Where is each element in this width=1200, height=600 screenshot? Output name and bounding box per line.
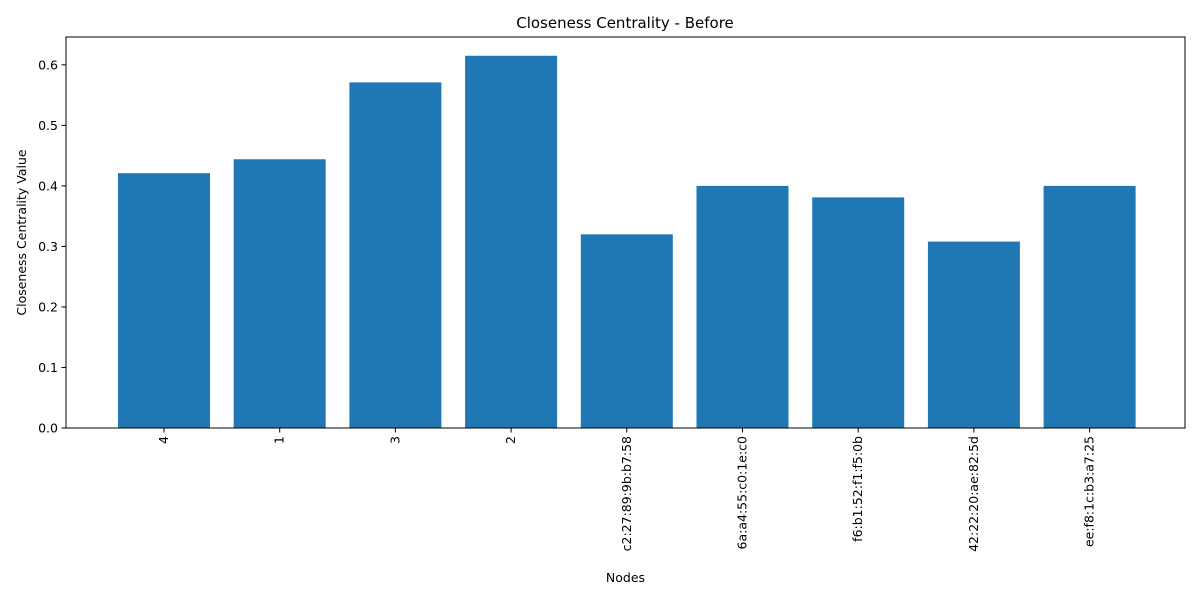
plot-frame <box>65 36 1186 429</box>
y-tick-label: 0.5 <box>38 118 58 133</box>
x-tick-label: 3 <box>387 436 402 444</box>
y-tick-label: 0.3 <box>38 239 58 254</box>
x-axis-title: Nodes <box>606 570 645 585</box>
x-axis: 4 1 3 2 c2:27:89:9b:b7:58 6a:a4:55:c0:1e:c0 f6… <box>156 428 1097 552</box>
y-tick-label: 0.0 <box>38 421 58 436</box>
bar-5 <box>696 185 789 428</box>
y-axis: 0.0 0.1 0.2 0.3 0.4 0.5 0.6 <box>38 57 66 436</box>
x-tick-label: 2 <box>503 436 518 444</box>
y-tick-label: 0.4 <box>38 178 58 193</box>
bar-8 <box>1043 185 1136 428</box>
y-tick-label: 0.6 <box>38 57 58 72</box>
bar-6 <box>812 197 905 428</box>
chart-title: Closeness Centrality - Before <box>516 14 734 32</box>
x-tick-label: 42:22:20:ae:82:5d <box>966 436 981 552</box>
bar-3 <box>465 55 558 429</box>
y-axis-title: Closeness Centrality Value <box>14 149 29 316</box>
x-tick-label: ee:f8:1c:b3:a7:25 <box>1082 436 1097 547</box>
bar-7 <box>927 241 1020 428</box>
bar-0 <box>118 173 210 428</box>
bars-group <box>118 55 1136 429</box>
x-tick-label: 6a:a4:55:c0:1e:c0 <box>735 436 750 550</box>
x-tick-label: c2:27:89:9b:b7:58 <box>619 436 634 551</box>
x-tick-label: 1 <box>272 436 287 444</box>
y-tick-label: 0.2 <box>38 299 58 314</box>
bar-1 <box>233 159 326 428</box>
bar-2 <box>349 82 442 428</box>
x-tick-label: f6:b1:52:f1:f5:0b <box>850 436 865 542</box>
x-tick-label: 4 <box>156 436 171 444</box>
bar-4 <box>580 234 673 428</box>
y-tick-label: 0.1 <box>38 360 58 375</box>
